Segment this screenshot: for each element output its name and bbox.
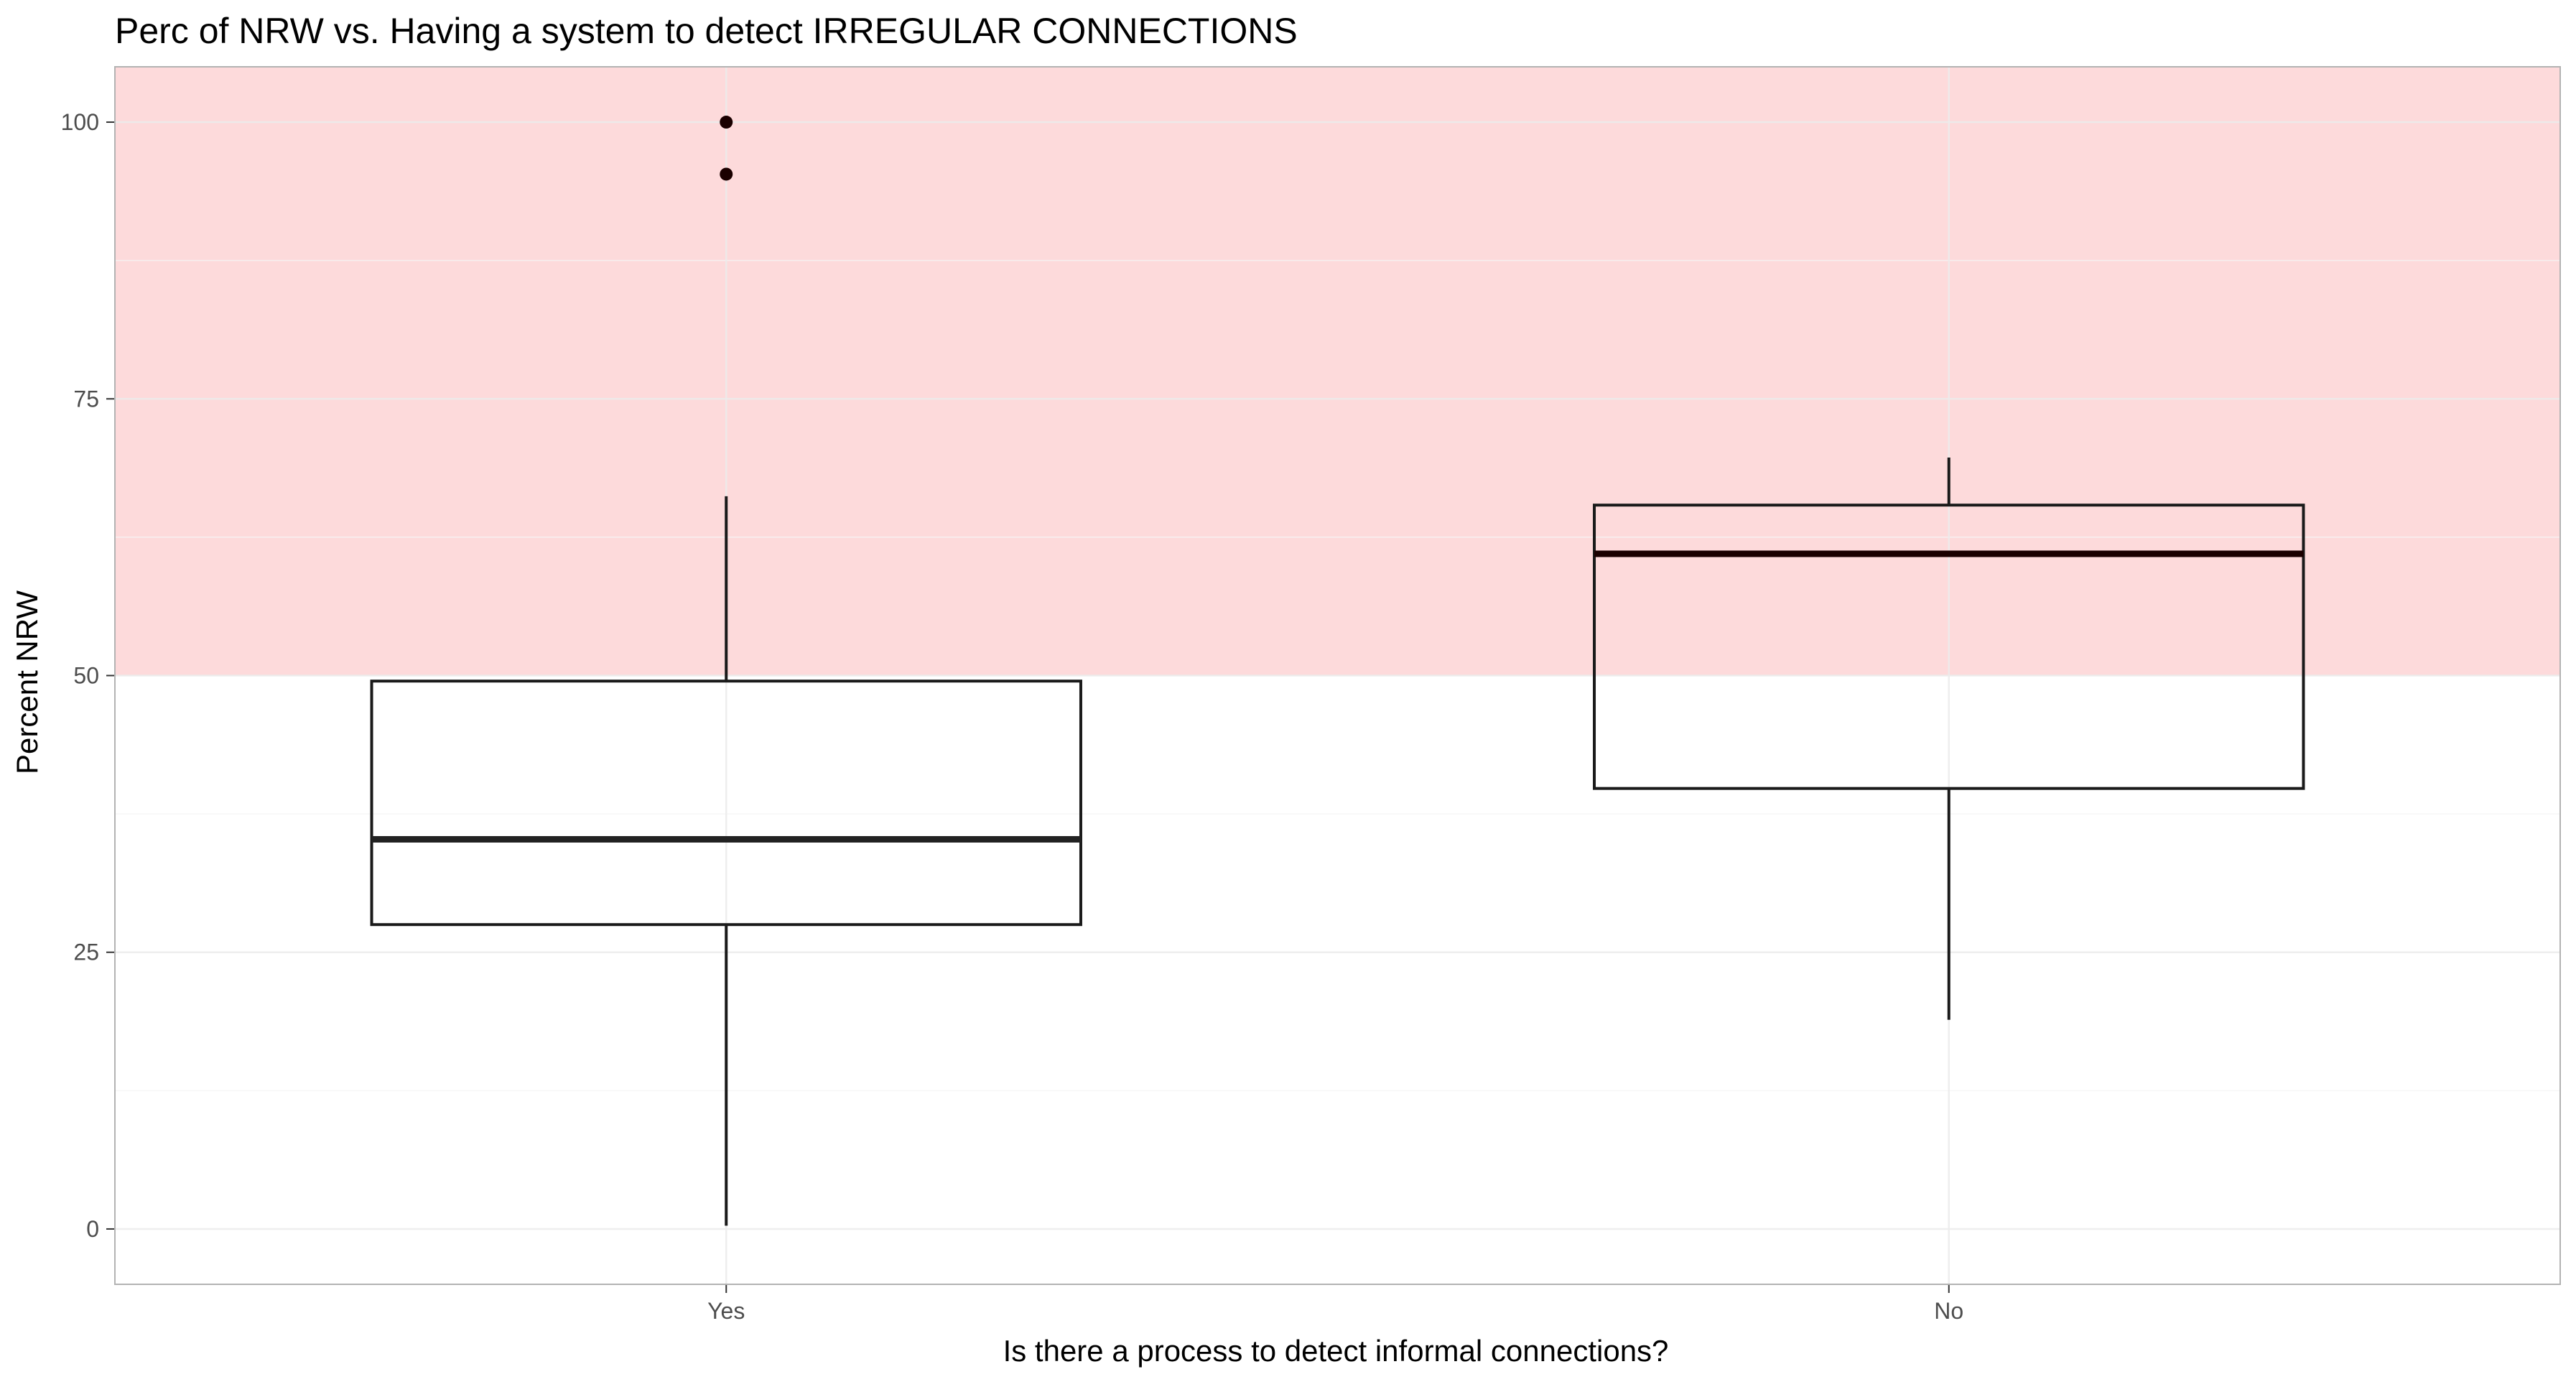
y-tick-label: 25: [73, 940, 99, 965]
y-tick-label: 75: [73, 386, 99, 412]
chart-title: Perc of NRW vs. Having a system to detec…: [115, 11, 1298, 51]
box-layer: [370, 116, 2305, 1226]
highlight-band-layer: [115, 67, 2560, 676]
outlier-point: [720, 167, 733, 181]
x-tick-label: Yes: [707, 1298, 745, 1324]
y-axis-title: Percent NRW: [10, 590, 44, 774]
box-no: [1593, 457, 2305, 1020]
x-axis-title: Is there a process to detect informal co…: [1003, 1334, 1669, 1368]
grid-layer: [115, 67, 2560, 1284]
box-iqr: [370, 680, 1082, 927]
panel-border: [114, 66, 2561, 1285]
outlier-point: [720, 116, 733, 129]
x-tick-label: No: [1934, 1298, 1963, 1324]
y-tick-label: 0: [86, 1216, 99, 1242]
y-tick-label: 100: [61, 109, 99, 135]
highlight-band: [115, 67, 2560, 676]
tick-layer: 0 25 50 75 100 Yes No: [61, 109, 1964, 1324]
y-tick-label: 50: [73, 663, 99, 689]
box-iqr: [1593, 504, 2305, 790]
box-yes: [370, 116, 1082, 1226]
